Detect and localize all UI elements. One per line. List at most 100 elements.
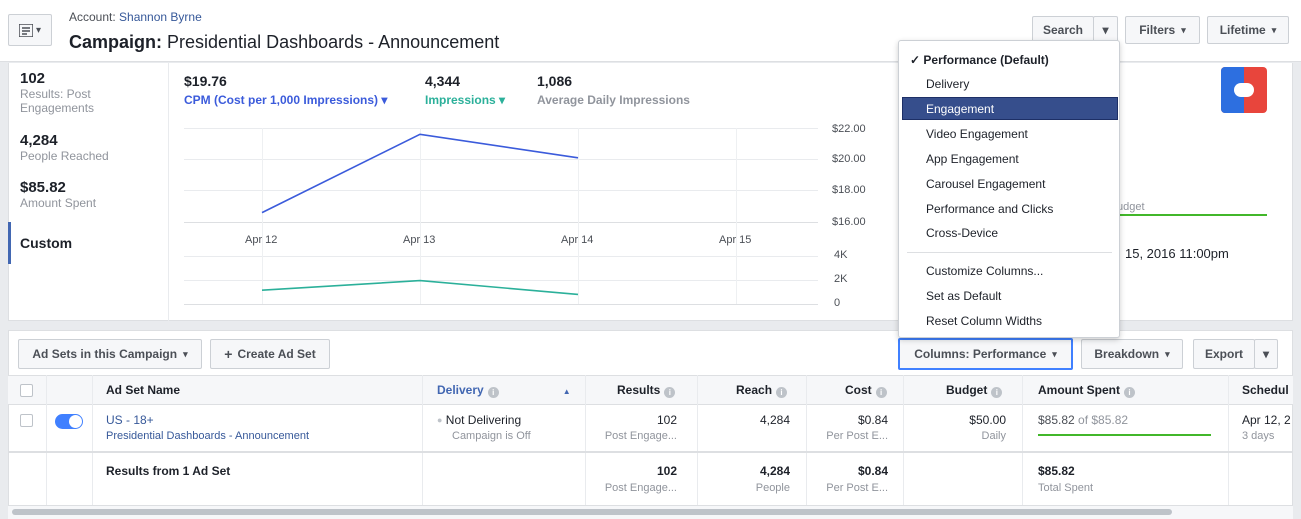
column-divider	[806, 375, 807, 505]
row-checkbox[interactable]	[20, 414, 33, 427]
totals-divider	[8, 451, 1293, 453]
column-header-cost[interactable]: Cost i	[845, 383, 887, 398]
schedule-value: Apr 12, 2	[1242, 413, 1291, 427]
menu-item-engagement[interactable]: Engagement	[902, 97, 1118, 120]
chevron-down-icon: ▾	[1102, 23, 1109, 37]
stat-spent: $85.82 Amount Spent	[20, 179, 97, 210]
account-link[interactable]: Shannon Byrne	[119, 10, 202, 24]
menu-icon	[18, 23, 33, 37]
y-tick-label: $20.00	[832, 153, 866, 165]
info-icon: i	[991, 387, 1003, 398]
info-icon: i	[776, 387, 788, 398]
metric-cpm[interactable]: $19.76 CPM (Cost per 1,000 Impressions) …	[184, 73, 388, 107]
menu-item-performance-clicks[interactable]: Performance and Clicks	[926, 202, 1054, 216]
chevron-down-icon: ▾	[1052, 348, 1057, 359]
filters-button[interactable]: Filters ▾	[1125, 16, 1200, 44]
menu-item-set-default[interactable]: Set as Default	[926, 289, 1002, 303]
menu-item-performance[interactable]: ✓ Performance (Default)	[910, 53, 1049, 67]
adset-name-link[interactable]: US - 18+	[106, 413, 154, 427]
menu-item-cross-device[interactable]: Cross-Device	[926, 226, 999, 240]
page-title: Campaign: Presidential Dashboards - Anno…	[69, 32, 500, 52]
export-button[interactable]: Export	[1193, 339, 1255, 369]
column-divider	[1228, 375, 1229, 505]
y-tick-label: $18.00	[832, 184, 866, 196]
horizontal-scrollbar[interactable]	[12, 509, 1172, 515]
chart-vline	[262, 128, 263, 304]
y-tick-label: 4K	[834, 249, 848, 261]
totals-label: Results from 1 Ad Set	[106, 464, 231, 478]
status-dot-icon: ●	[437, 415, 443, 425]
table-row[interactable]	[8, 405, 1293, 451]
totals-spent: $85.82	[1038, 464, 1075, 478]
menu-item-app-engagement[interactable]: App Engagement	[926, 152, 1019, 166]
metric-impressions[interactable]: 4,344 Impressions ▾	[425, 73, 506, 107]
column-divider	[585, 375, 586, 505]
export-options-button[interactable]: ▾	[1254, 339, 1278, 369]
budget-label: udget	[1117, 201, 1145, 213]
info-icon: i	[875, 387, 887, 398]
chart-gridline	[184, 159, 818, 160]
columns-button[interactable]: Columns: Performance ▾	[898, 338, 1073, 370]
column-header-name[interactable]: Ad Set Name	[106, 383, 181, 397]
select-all-checkbox[interactable]	[20, 384, 33, 397]
column-header-schedule[interactable]: Schedul	[1242, 383, 1289, 397]
chevron-down-icon: ▾	[183, 348, 188, 359]
chart-gridline	[184, 280, 818, 281]
menu-item-carousel-engagement[interactable]: Carousel Engagement	[926, 177, 1046, 191]
chart-vline	[420, 128, 421, 304]
delivery-status: ● Not Delivering	[437, 413, 522, 427]
delivery-sub: Campaign is Off	[452, 430, 531, 442]
stat-results: 102 Results: Post Engagements	[20, 70, 95, 115]
menu-item-reset-widths[interactable]: Reset Column Widths	[926, 314, 1043, 328]
results-sub: Post Engage...	[604, 430, 677, 442]
cost-sub: Per Post E...	[826, 430, 888, 442]
column-header-reach[interactable]: Reach i	[736, 383, 788, 398]
chart-vline	[736, 128, 737, 304]
column-header-results[interactable]: Results i	[617, 383, 676, 398]
search-options-button[interactable]: ▾	[1093, 16, 1118, 44]
chevron-down-icon: ▾	[35, 24, 42, 36]
chevron-down-icon: ▾	[1271, 24, 1277, 35]
create-adset-button[interactable]: + Create Ad Set	[210, 339, 330, 369]
adset-toggle[interactable]	[55, 414, 83, 429]
menu-item-customize-columns[interactable]: Customize Columns...	[926, 264, 1044, 278]
spent-progress-track	[1038, 434, 1211, 436]
breakdown-button[interactable]: Breakdown ▾	[1081, 339, 1183, 369]
schedule-sub: 3 days	[1242, 430, 1275, 442]
columns-dropdown-menu: ✓ Performance (Default) Delivery Engagem…	[898, 40, 1120, 338]
column-header-amount-spent[interactable]: Amount Spent i	[1038, 383, 1135, 398]
info-icon: i	[1124, 387, 1135, 398]
table-header-row	[8, 375, 1293, 405]
budget-progress	[1117, 214, 1267, 216]
adset-campaign-link[interactable]: Presidential Dashboards - Announcement	[106, 430, 310, 442]
chart-baseline	[184, 222, 818, 223]
metric-avg-daily: 1,086 Average Daily Impressions	[537, 73, 690, 107]
column-header-delivery[interactable]: Delivery i ▲	[437, 383, 571, 398]
column-divider	[903, 375, 904, 505]
summary-divider	[168, 63, 169, 321]
menu-item-delivery[interactable]: Delivery	[926, 77, 970, 91]
chart-series-line-1-0	[261, 279, 579, 296]
chevron-down-icon: ▾	[1165, 348, 1170, 359]
x-tick-label: Apr 13	[403, 234, 436, 246]
custom-tab[interactable]: Custom	[8, 222, 168, 264]
totals-reach-sub: People	[755, 482, 790, 494]
menu-item-video-engagement[interactable]: Video Engagement	[926, 127, 1028, 141]
nav-menu-button[interactable]: ▾	[8, 14, 52, 46]
chart-vline	[578, 128, 579, 304]
totals-reach: 4,284	[759, 464, 790, 478]
column-divider	[46, 375, 47, 505]
y-tick-label: 2K	[834, 273, 848, 285]
chart-baseline	[184, 304, 818, 305]
reach-value: 4,284	[759, 413, 790, 427]
x-tick-label: Apr 15	[719, 234, 752, 246]
column-header-budget[interactable]: Budget i	[946, 383, 1003, 398]
x-tick-label: Apr 14	[561, 234, 594, 246]
adsets-scope-dropdown[interactable]: Ad Sets in this Campaign ▾	[18, 339, 202, 369]
chart-gridline	[184, 190, 818, 191]
chevron-down-icon: ▾	[381, 93, 388, 107]
totals-cost-sub: Per Post E...	[826, 482, 888, 494]
date-range-button[interactable]: Lifetime ▾	[1207, 16, 1289, 44]
campaign-thumbnail	[1221, 67, 1267, 113]
